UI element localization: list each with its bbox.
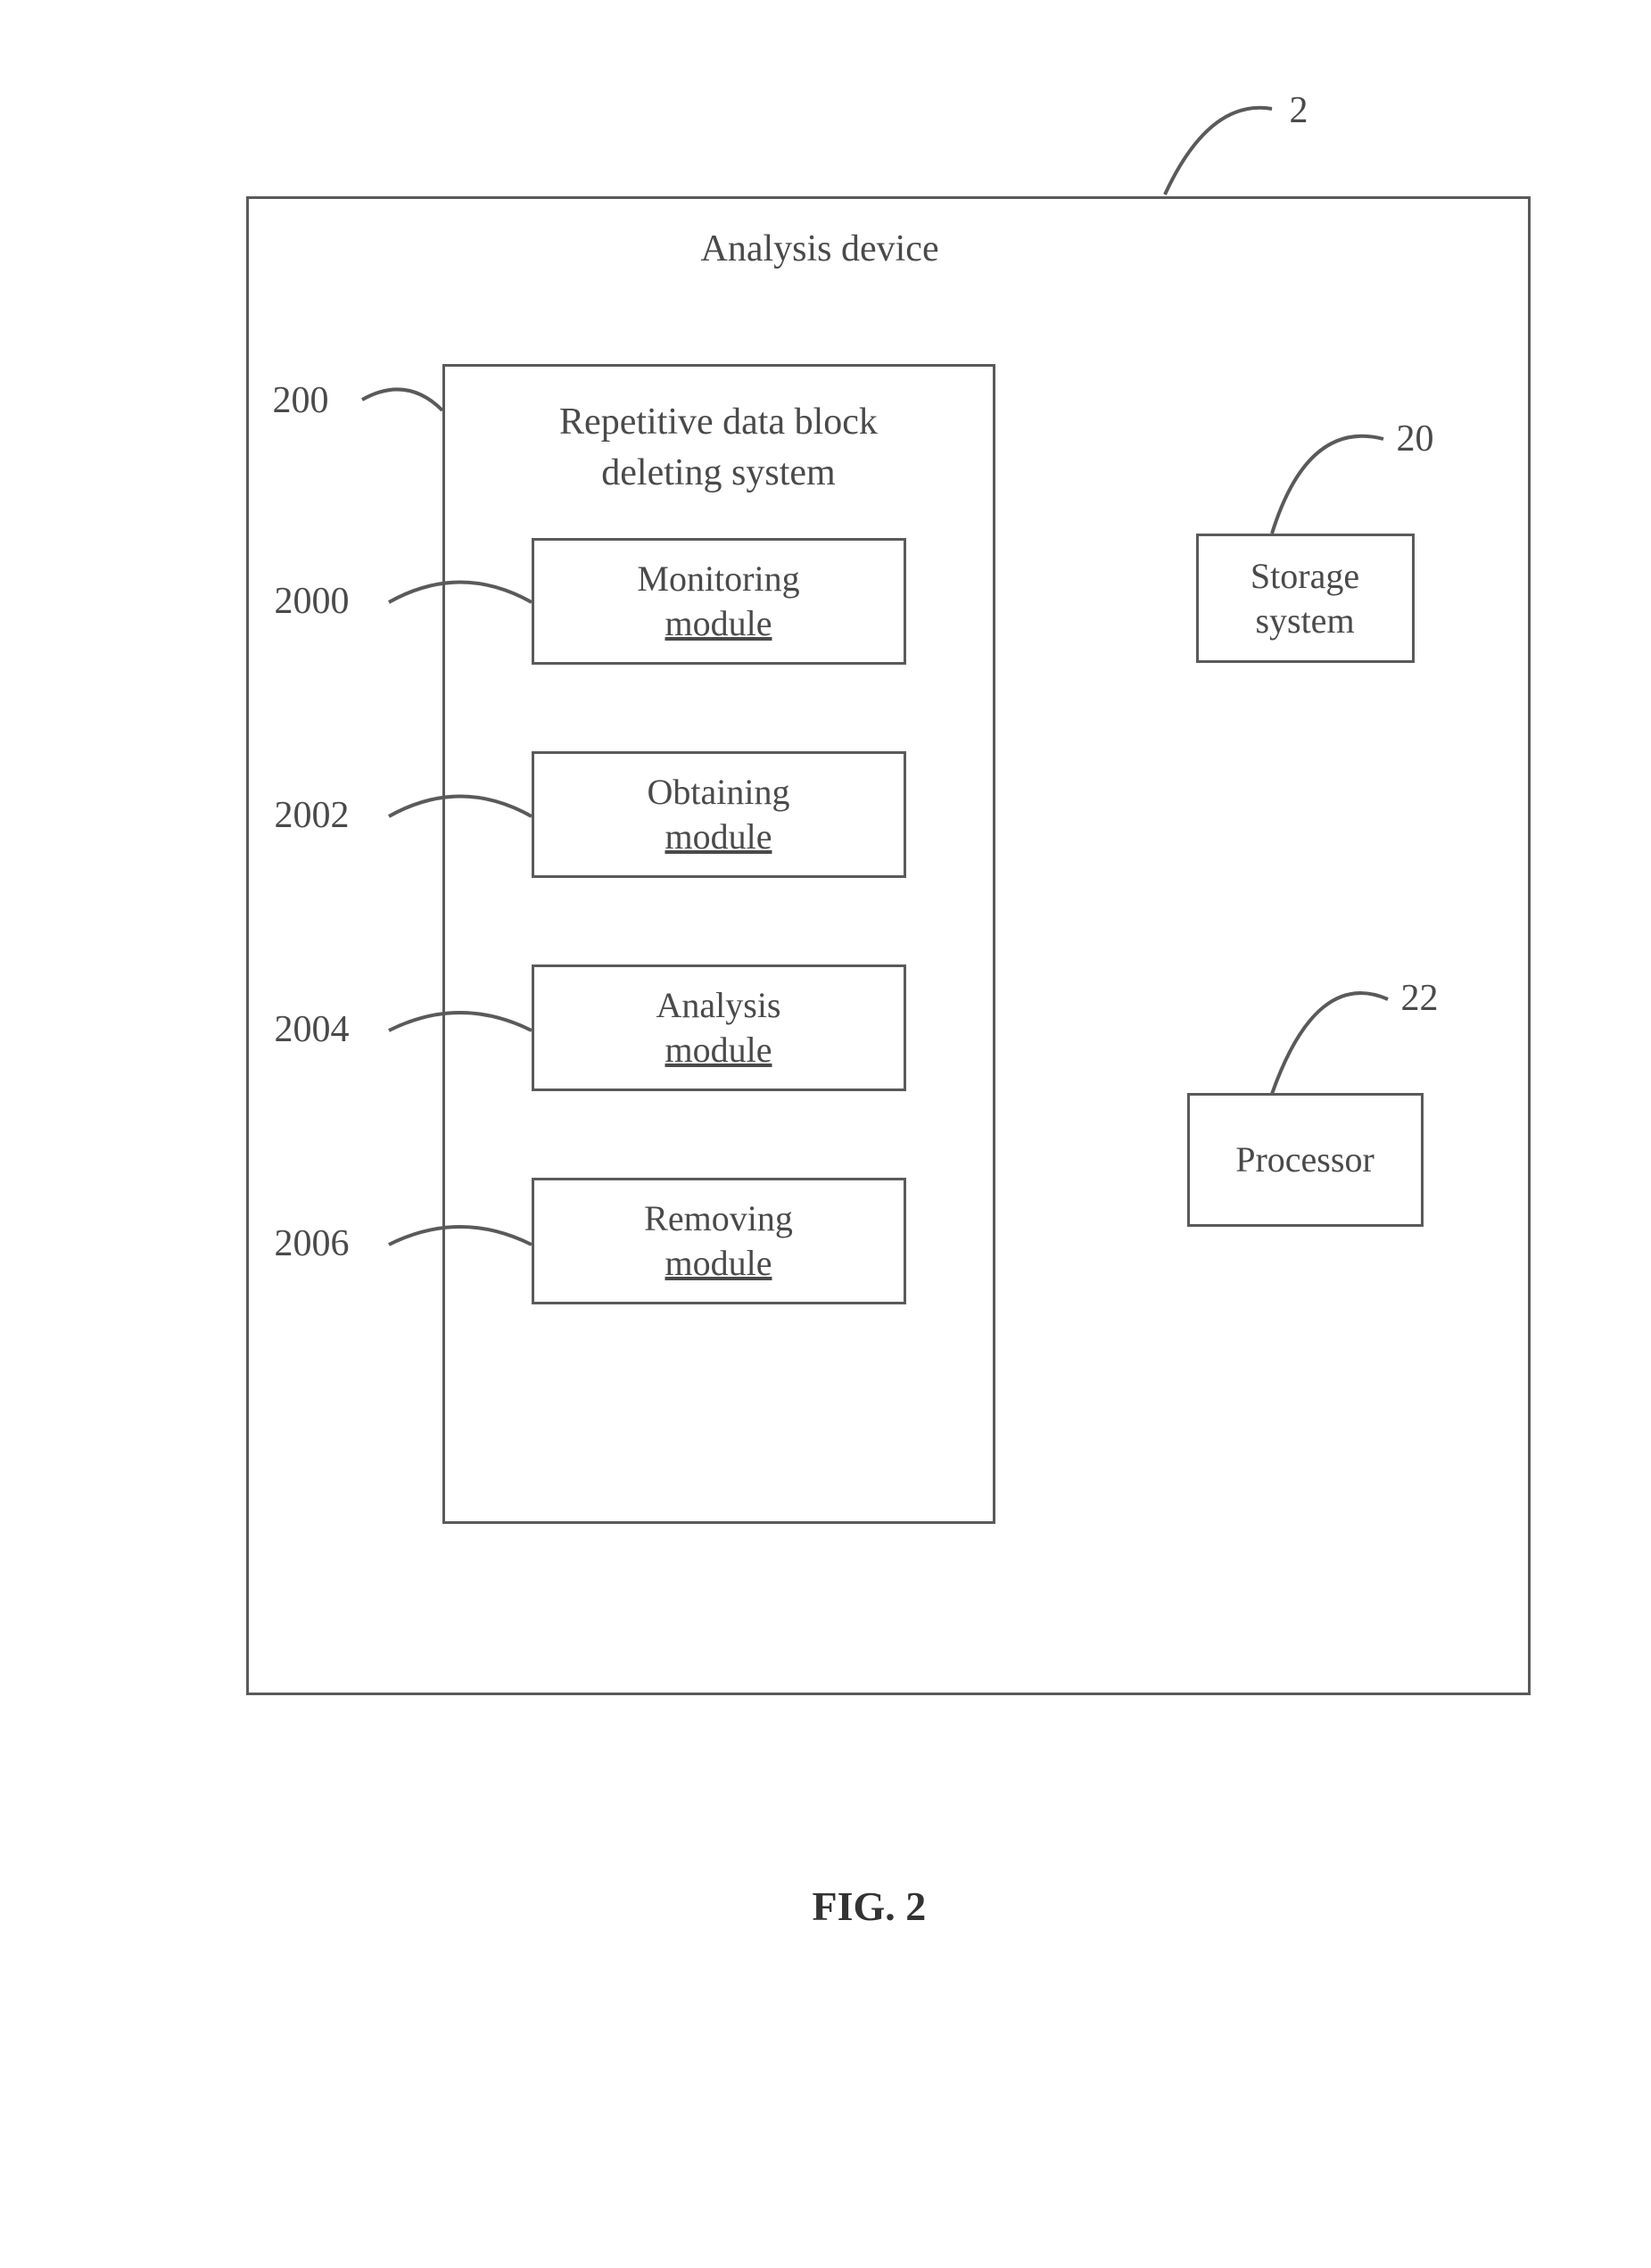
lead-line-22 xyxy=(68,36,1584,1999)
figure-caption: FIG. 2 xyxy=(813,1883,927,1930)
label-22: 22 xyxy=(1401,977,1439,1020)
diagram-container: Analysis device 2 Repetitive data block … xyxy=(68,36,1584,1999)
